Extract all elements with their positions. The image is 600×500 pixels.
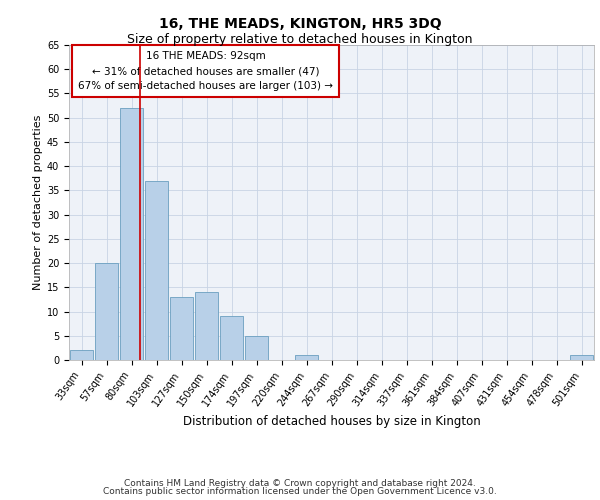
Bar: [70, 350, 93, 360]
Bar: [245, 336, 268, 360]
Bar: [295, 355, 318, 360]
Bar: [195, 292, 218, 360]
Text: Contains public sector information licensed under the Open Government Licence v3: Contains public sector information licen…: [103, 487, 497, 496]
Bar: [170, 297, 193, 360]
Bar: [570, 355, 593, 360]
Y-axis label: Number of detached properties: Number of detached properties: [32, 115, 43, 290]
Bar: [145, 180, 168, 360]
Bar: [120, 108, 143, 360]
Text: Contains HM Land Registry data © Crown copyright and database right 2024.: Contains HM Land Registry data © Crown c…: [124, 478, 476, 488]
Text: Size of property relative to detached houses in Kington: Size of property relative to detached ho…: [127, 32, 473, 46]
Text: 16, THE MEADS, KINGTON, HR5 3DQ: 16, THE MEADS, KINGTON, HR5 3DQ: [158, 18, 442, 32]
Bar: [220, 316, 243, 360]
Bar: [95, 263, 118, 360]
Text: 16 THE MEADS: 92sqm
← 31% of detached houses are smaller (47)
67% of semi-detach: 16 THE MEADS: 92sqm ← 31% of detached ho…: [78, 52, 333, 91]
X-axis label: Distribution of detached houses by size in Kington: Distribution of detached houses by size …: [182, 414, 481, 428]
